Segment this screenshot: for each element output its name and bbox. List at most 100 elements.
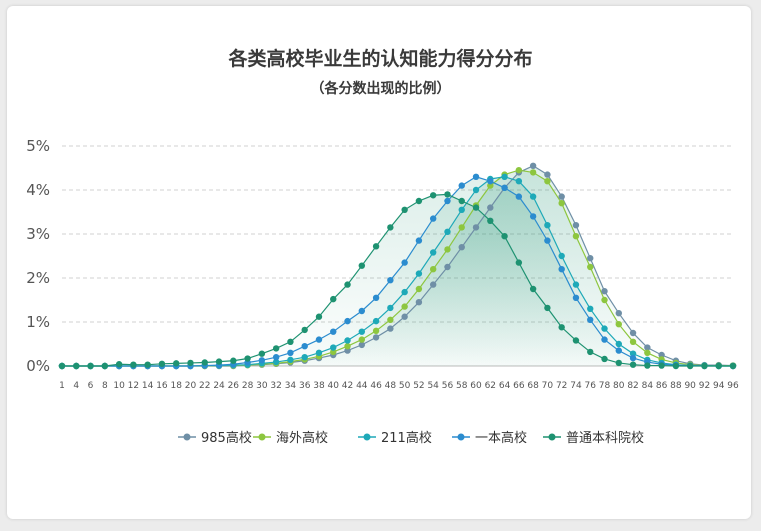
data-point (629, 350, 637, 357)
data-point (529, 285, 537, 293)
area-fills (62, 165, 733, 366)
data-point (372, 327, 380, 334)
x-tick-label: 86 (656, 381, 668, 391)
data-point (287, 356, 294, 364)
data-point (401, 303, 408, 310)
x-tick-label: 48 (385, 381, 397, 391)
x-tick-label: 10 (113, 381, 125, 391)
data-point (358, 262, 366, 269)
data-point (401, 259, 408, 266)
data-point (487, 182, 494, 189)
data-point (587, 255, 594, 262)
data-point (330, 328, 337, 335)
data-point (587, 348, 594, 356)
data-point (601, 288, 608, 295)
data-point (529, 193, 537, 200)
legend-label-3: 一本高校 (475, 430, 527, 446)
x-tick-label: 60 (470, 381, 482, 391)
data-point (715, 362, 722, 370)
area-3 (62, 176, 733, 366)
x-tick-label: 30 (256, 381, 268, 391)
data-point (429, 281, 437, 288)
chart-subtitle: （各分数出现的比例） (310, 81, 451, 97)
data-point (529, 162, 537, 169)
data-point (458, 206, 465, 213)
data-point (130, 361, 137, 368)
data-point (444, 263, 451, 271)
data-point (572, 222, 580, 229)
data-point (287, 349, 294, 356)
data-point (444, 197, 451, 205)
data-point (344, 343, 351, 350)
data-point (272, 345, 280, 352)
data-point (415, 197, 423, 205)
x-tick-label: 8 (102, 381, 108, 391)
legend-marker-2 (363, 433, 371, 441)
data-point (315, 336, 323, 343)
x-tick-label: 38 (313, 381, 325, 391)
data-point (615, 359, 622, 367)
chart-title: 各类高校毕业生的认知能力得分分布 (228, 48, 533, 70)
x-tick-label: 22 (199, 381, 210, 391)
data-point (387, 304, 394, 312)
data-point (544, 304, 551, 312)
x-tick-label: 16 (156, 381, 168, 391)
data-point (287, 338, 294, 345)
data-point (87, 362, 94, 370)
data-point (501, 173, 508, 180)
data-point (372, 317, 380, 325)
data-point (315, 349, 323, 356)
data-point (529, 213, 537, 220)
data-point (629, 361, 637, 368)
data-point (358, 307, 366, 315)
data-point (487, 204, 494, 211)
x-tick-label: 64 (499, 381, 511, 391)
x-tick-label: 62 (485, 381, 496, 391)
data-point (372, 334, 380, 341)
data-point (644, 349, 651, 356)
data-point (358, 328, 366, 335)
x-tick-label: 46 (370, 381, 382, 391)
data-point (344, 281, 351, 288)
data-point (601, 355, 608, 363)
y-tick-label: 2% (26, 269, 50, 287)
data-point (615, 347, 622, 354)
x-tick-label: 20 (185, 381, 197, 391)
x-tick-label: 88 (670, 381, 682, 391)
data-point (487, 217, 494, 224)
y-tick-label: 0% (26, 357, 50, 375)
x-tick-label: 42 (342, 381, 353, 391)
data-point (330, 344, 337, 351)
x-tick-label: 72 (556, 381, 567, 391)
data-point (115, 361, 123, 368)
legend-label-2: 211高校 (381, 430, 432, 446)
x-tick-label: 40 (328, 381, 340, 391)
data-point (301, 343, 308, 350)
y-axis: 0% 1% 2% 3% 4% 5% (26, 137, 50, 375)
legend-label-0: 985高校 (201, 430, 252, 446)
data-point (601, 336, 608, 343)
data-point (501, 184, 508, 191)
data-point (344, 337, 351, 344)
data-point (572, 233, 580, 240)
data-point (429, 266, 437, 273)
data-point (415, 285, 423, 293)
data-point (401, 206, 408, 213)
data-point (601, 296, 608, 304)
data-point (415, 299, 423, 306)
x-tick-label: 70 (542, 381, 554, 391)
data-point (387, 316, 394, 323)
data-point (372, 243, 380, 250)
x-tick-label: 50 (399, 381, 411, 391)
data-point (658, 362, 665, 369)
data-points (58, 162, 737, 370)
data-point (429, 192, 437, 199)
data-point (544, 237, 551, 244)
data-point (458, 224, 465, 231)
data-point (244, 355, 251, 362)
legend-label-4: 普通本科院校 (566, 430, 644, 446)
x-tick-label: 4 (73, 381, 79, 391)
data-point (472, 204, 480, 211)
data-point (629, 329, 637, 337)
